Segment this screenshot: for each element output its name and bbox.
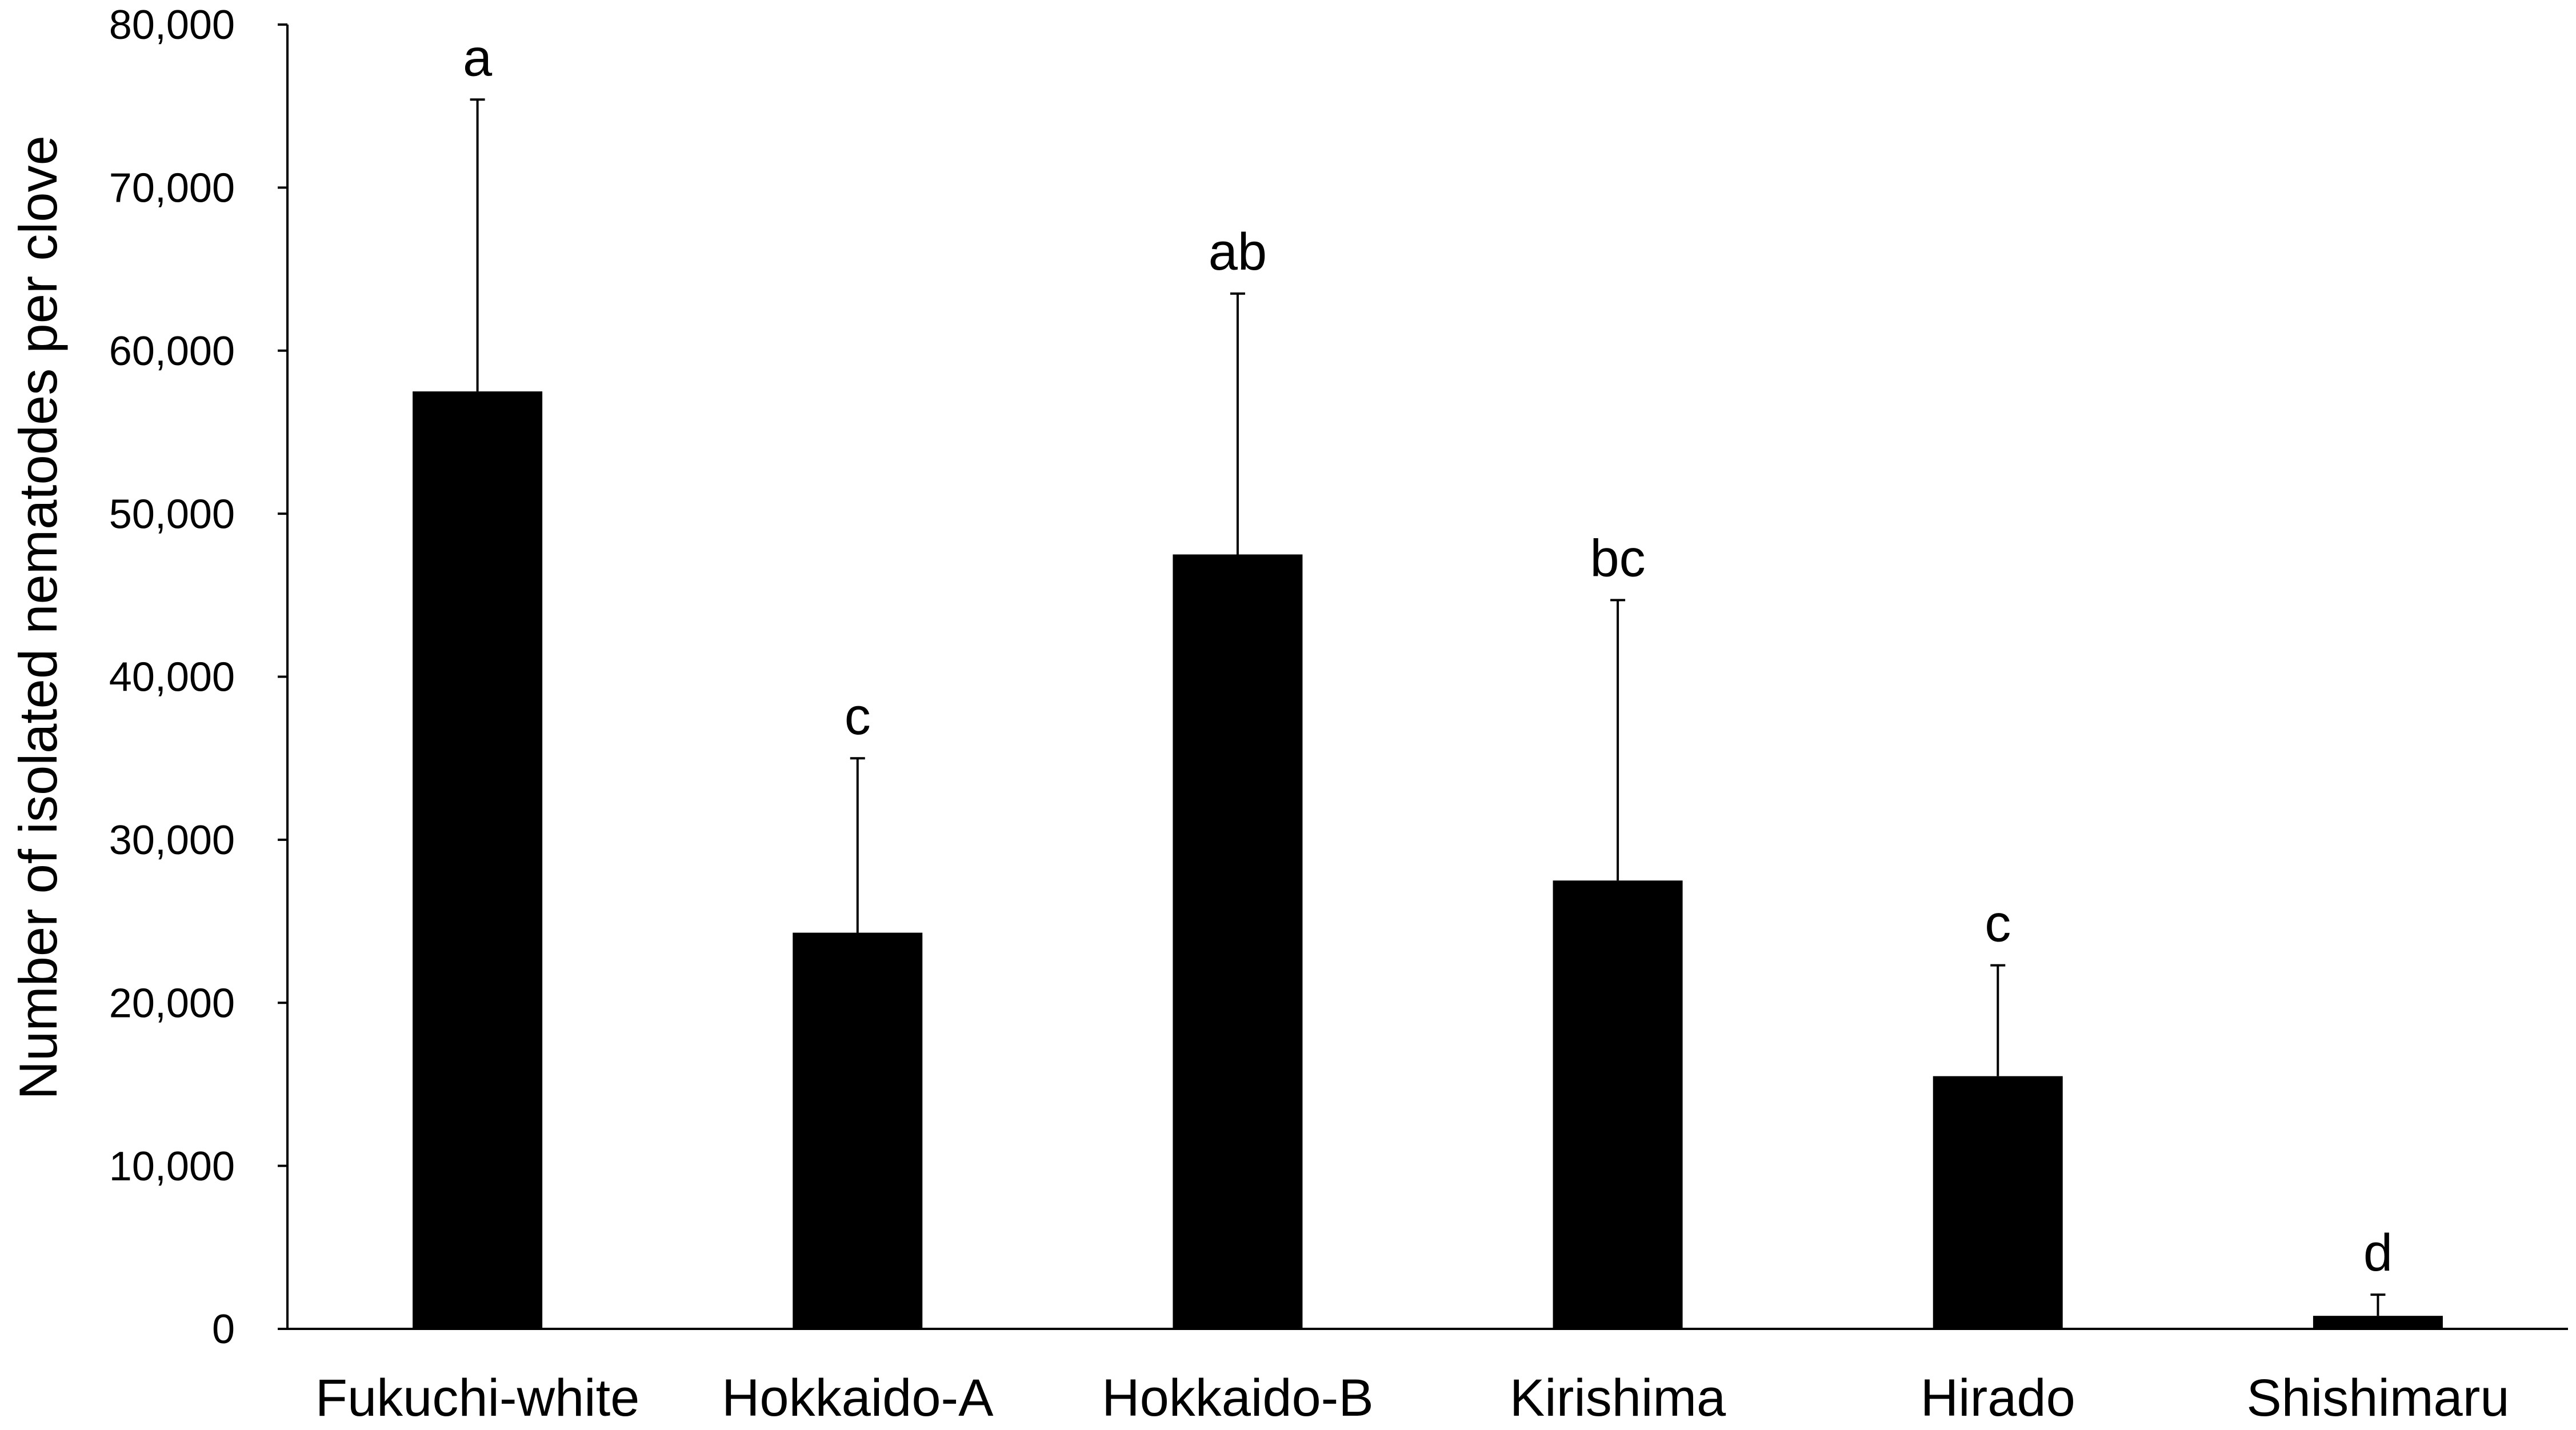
- y-tick-label: 40,000: [109, 655, 235, 700]
- significance-letter: c: [1985, 895, 2011, 953]
- significance-letters: a c ab bc c d: [463, 29, 2393, 1282]
- error-bar: [1230, 292, 1245, 555]
- y-tick-label: 0: [212, 1307, 235, 1352]
- y-tick-label: 70,000: [109, 166, 235, 211]
- x-tick-label: Hirado: [1921, 1369, 2075, 1427]
- bar-fukuchi-white: [413, 391, 543, 1329]
- error-bar: [850, 757, 865, 933]
- x-tick-label: Kirishima: [1510, 1369, 1726, 1427]
- error-bar: [1610, 599, 1626, 881]
- error-bar: [2370, 1293, 2386, 1316]
- significance-letter: a: [463, 29, 493, 87]
- y-tick-label: 60,000: [109, 329, 235, 374]
- y-tick-label: 30,000: [109, 818, 235, 863]
- bar-shishimaru: [2313, 1316, 2443, 1329]
- y-axis-title: Number of isolated nematodes per clove: [8, 135, 68, 1100]
- significance-letter: c: [845, 687, 871, 746]
- y-tick-label: 10,000: [109, 1144, 235, 1189]
- bar-kirishima: [1553, 880, 1683, 1329]
- bar-hirado: [1933, 1076, 2063, 1329]
- y-tick-label: 20,000: [109, 980, 235, 1026]
- significance-letter: ab: [1209, 223, 1267, 281]
- y-axis-ticks: 0 10,000 20,000 30,000 40,000 50,000 60,000 70,…: [109, 2, 287, 1352]
- y-tick-label: 80,000: [109, 2, 235, 48]
- significance-letter: d: [2363, 1224, 2393, 1282]
- bars: [413, 391, 2443, 1329]
- x-tick-label: Hokkaido-A: [722, 1369, 994, 1427]
- error-bar: [1990, 964, 2006, 1076]
- x-tick-label: Hokkaido-B: [1102, 1369, 1374, 1427]
- x-tick-label: Shishimaru: [2246, 1369, 2509, 1427]
- x-tick-label: Fukuchi-white: [315, 1369, 640, 1427]
- y-tick-label: 50,000: [109, 491, 235, 537]
- error-bars: [470, 98, 2386, 1316]
- x-axis-labels: Fukuchi-white Hokkaido-A Hokkaido-B Kirishi…: [315, 1369, 2510, 1427]
- bar-hokkaido-b: [1173, 554, 1303, 1329]
- bar-hokkaido-a: [793, 932, 923, 1329]
- error-bar: [470, 98, 485, 392]
- significance-letter: bc: [1590, 529, 1645, 587]
